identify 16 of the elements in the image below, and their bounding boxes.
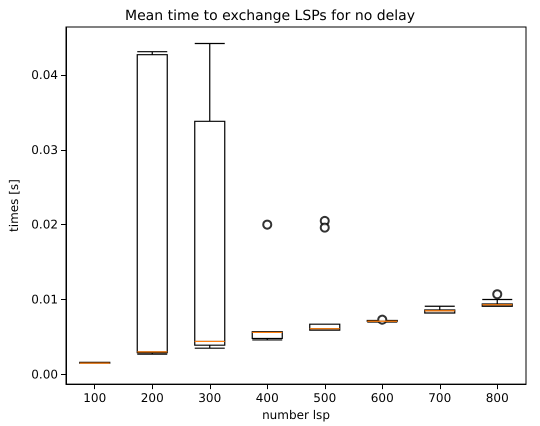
x-tick-label: 600 (370, 391, 394, 406)
x-tick-label: 800 (486, 391, 509, 406)
chart-title: Mean time to exchange LSPs for no delay (124, 8, 416, 24)
x-axis-title: number lsp (262, 408, 330, 422)
x-tick-label: 700 (428, 391, 452, 406)
x-tick-label: 400 (256, 391, 279, 406)
x-tick-label: 100 (83, 391, 106, 406)
x-tick-label: 200 (140, 391, 164, 406)
y-tick-label: 0.04 (31, 68, 58, 82)
y-tick-label: 0.03 (31, 142, 58, 157)
y-tick-label: 0.01 (31, 292, 58, 307)
y-tick-label: 0.02 (31, 218, 58, 232)
y-axis-title: times [s] (7, 179, 21, 232)
x-tick-label: 500 (313, 391, 336, 406)
x-tick-label: 300 (198, 391, 222, 406)
y-tick-label: 0.00 (31, 367, 58, 382)
